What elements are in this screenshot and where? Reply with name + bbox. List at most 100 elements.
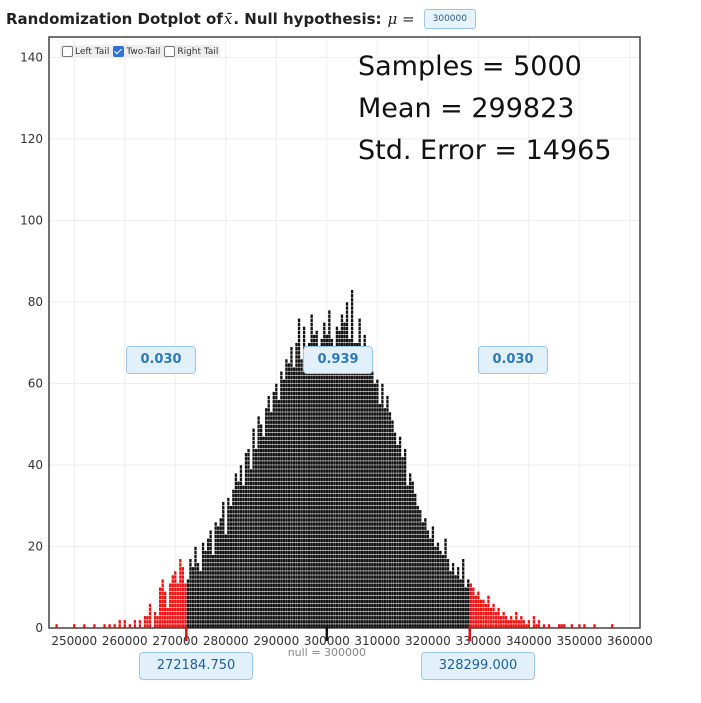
dot: [398, 497, 402, 502]
dot: [393, 538, 397, 543]
dot: [348, 477, 351, 481]
dot: [386, 448, 389, 453]
dot: [277, 563, 280, 567]
dot: [222, 616, 225, 620]
dot: [239, 550, 243, 555]
dot: [371, 620, 374, 624]
dot: [414, 497, 417, 502]
dot: [234, 591, 238, 596]
dot: [227, 591, 230, 596]
dot: [398, 448, 402, 453]
dot: [275, 432, 278, 437]
dot: [328, 563, 331, 567]
dot: [161, 616, 164, 620]
dot: [214, 595, 217, 600]
dot: [295, 493, 298, 498]
dot: [416, 518, 419, 522]
dot: [388, 567, 392, 571]
dot: [409, 550, 412, 555]
dot: [320, 591, 323, 596]
dot: [328, 461, 331, 465]
dot: [285, 550, 288, 555]
dot: [277, 444, 280, 449]
dot: [209, 563, 212, 567]
dot: [386, 579, 389, 583]
dot: [247, 510, 250, 514]
dot: [396, 624, 399, 628]
dot: [285, 404, 288, 408]
dot: [280, 616, 283, 620]
dot: [249, 595, 253, 600]
dot: [350, 395, 354, 400]
dot: [358, 493, 361, 498]
dot: [363, 546, 366, 551]
dot: [280, 530, 283, 534]
dot: [292, 567, 296, 571]
dot: [350, 546, 354, 551]
dot: [244, 587, 248, 592]
dot: [232, 554, 235, 559]
dot: [325, 420, 328, 424]
dot: [355, 342, 359, 347]
dot: [421, 587, 424, 592]
dot: [270, 620, 273, 624]
dot: [398, 436, 402, 441]
dot: [222, 510, 225, 514]
dot: [313, 563, 316, 567]
dot: [345, 583, 349, 587]
dot: [300, 367, 303, 371]
dot: [244, 571, 248, 575]
dot: [318, 408, 321, 412]
dot: [383, 465, 387, 469]
dot: [348, 379, 351, 384]
dot: [353, 469, 356, 473]
dot: [381, 400, 384, 404]
dot: [368, 587, 371, 592]
dot: [265, 607, 268, 612]
dot: [307, 469, 311, 473]
dot: [247, 546, 250, 551]
dot: [371, 493, 374, 498]
dot: [229, 616, 233, 620]
dot: [378, 595, 382, 600]
dot: [259, 591, 263, 596]
dot: [373, 404, 376, 408]
dot: [234, 599, 238, 604]
dot: [212, 583, 215, 587]
dot: [272, 611, 275, 616]
dot: [300, 457, 303, 461]
dot: [290, 607, 293, 612]
dot: [224, 616, 227, 620]
dot: [257, 444, 260, 449]
dot: [285, 477, 288, 481]
dot: [176, 599, 179, 604]
dot: [302, 326, 306, 331]
dot: [376, 436, 379, 441]
dot: [287, 375, 291, 380]
dot: [265, 571, 268, 575]
dot: [315, 542, 318, 547]
dot: [333, 444, 336, 449]
dot: [398, 481, 402, 486]
dot: [361, 575, 364, 579]
dot: [406, 538, 409, 543]
dot: [275, 457, 278, 461]
dot: [376, 530, 379, 534]
dot: [305, 567, 308, 571]
dot: [287, 457, 291, 461]
dot: [277, 465, 280, 469]
dot: [363, 538, 366, 543]
dot: [330, 453, 334, 457]
dot: [295, 436, 298, 441]
dot: [343, 420, 346, 424]
dot: [373, 611, 376, 616]
dot: [270, 469, 273, 473]
dot: [297, 493, 301, 498]
dot: [361, 436, 364, 441]
dot: [383, 501, 387, 506]
dot: [222, 514, 225, 518]
dot: [355, 591, 359, 596]
dot: [214, 554, 217, 559]
dot: [181, 620, 185, 624]
null-value-input[interactable]: 300000: [423, 9, 476, 29]
